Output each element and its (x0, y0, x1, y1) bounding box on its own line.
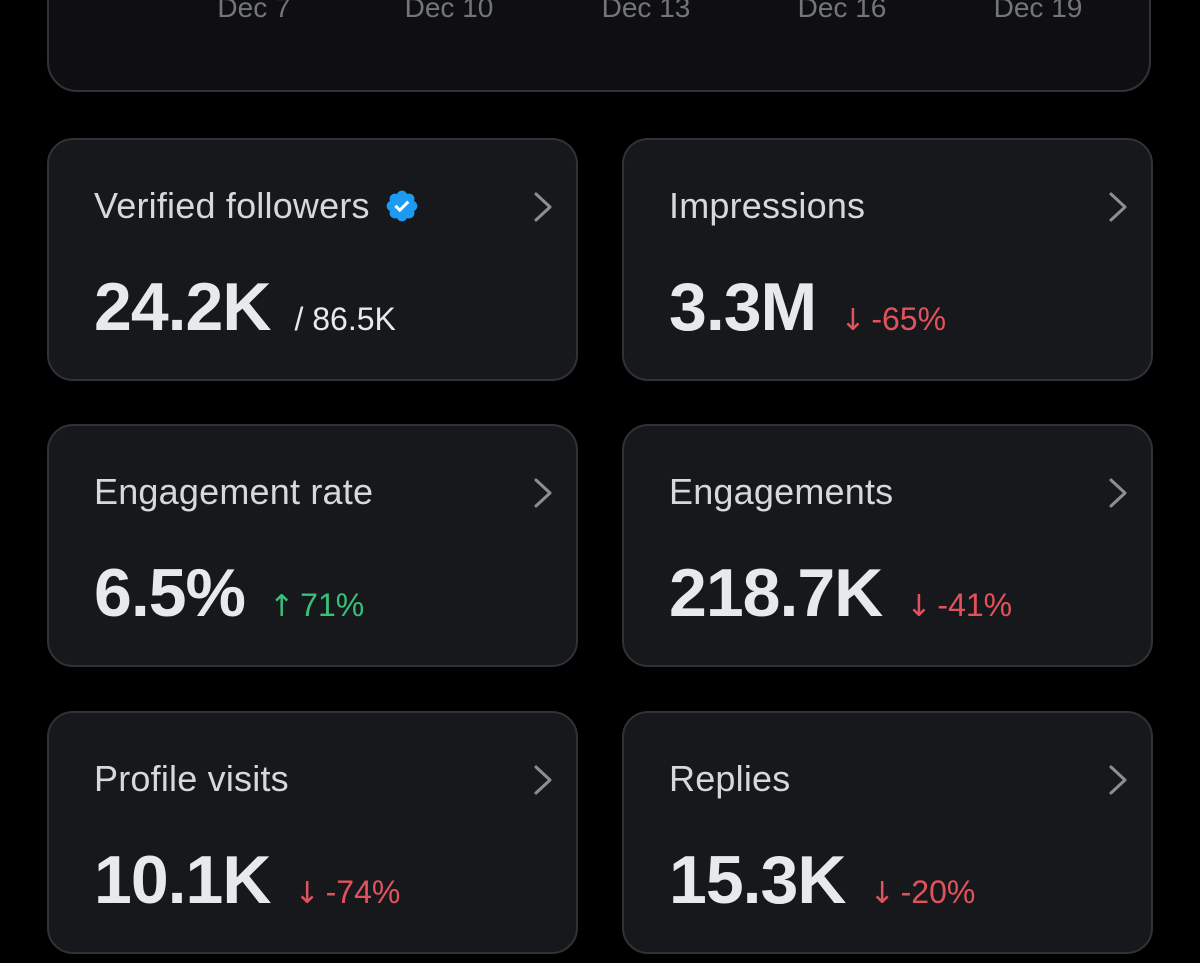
chevron-right-icon[interactable] (530, 190, 556, 224)
metric-value: 15.3K (669, 842, 846, 918)
chart-card: 0 Dec 7 Dec 10 Dec 13 Dec 16 Dec 19 (47, 0, 1151, 92)
chevron-right-icon[interactable] (1105, 763, 1131, 797)
metric-value: 3.3M (669, 269, 817, 345)
card-title: Engagement rate (94, 471, 374, 512)
metric-card-replies[interactable]: Replies 15.3K ↓ -20% (622, 711, 1153, 954)
metric-value: 10.1K (94, 842, 271, 918)
delta-value: -41% (937, 587, 1013, 623)
metric-card-verified-followers[interactable]: Verified followers 24.2K / 86.5K (47, 138, 578, 381)
value-row: 3.3M ↓ -65% (669, 268, 946, 346)
arrow-up-icon: ↑ (269, 589, 295, 624)
metric-value: 6.5% (94, 555, 246, 631)
trend-delta: ↓ -74% (294, 874, 400, 911)
card-title-row: Impressions (669, 185, 865, 227)
verified-badge-icon (386, 190, 418, 222)
chevron-right-icon[interactable] (530, 763, 556, 797)
arrow-down-icon: ↓ (869, 876, 895, 911)
arrow-down-icon: ↓ (906, 589, 932, 624)
card-title-row: Replies (669, 758, 790, 800)
trend-delta: ↓ -65% (840, 301, 946, 338)
value-row: 10.1K ↓ -74% (94, 841, 400, 919)
x-axis-tick: Dec 19 (993, 0, 1083, 23)
delta-value: -74% (325, 874, 401, 910)
metric-card-profile-visits[interactable]: Profile visits 10.1K ↓ -74% (47, 711, 578, 954)
card-title-row: Profile visits (94, 758, 289, 800)
delta-value: -20% (900, 874, 976, 910)
trend-delta: ↓ -41% (906, 587, 1012, 624)
chevron-right-icon[interactable] (1105, 190, 1131, 224)
value-row: 15.3K ↓ -20% (669, 841, 975, 919)
metric-card-engagement-rate[interactable]: Engagement rate 6.5% ↑ 71% (47, 424, 578, 667)
card-title: Verified followers (94, 185, 370, 226)
x-axis-tick: Dec 13 (601, 0, 691, 23)
trend-delta: ↓ -20% (869, 874, 975, 911)
metric-card-impressions[interactable]: Impressions 3.3M ↓ -65% (622, 138, 1153, 381)
delta-value: 71% (300, 587, 365, 623)
x-axis-tick: Dec 16 (797, 0, 887, 23)
card-title-row: Engagement rate (94, 471, 373, 513)
card-title-row: Verified followers (94, 185, 420, 227)
chevron-right-icon[interactable] (530, 476, 556, 510)
card-title-row: Engagements (669, 471, 893, 513)
card-title: Engagements (669, 471, 894, 512)
value-row: 6.5% ↑ 71% (94, 554, 364, 632)
x-axis-tick: Dec 7 (217, 0, 291, 23)
delta-value: -65% (871, 301, 947, 337)
value-row: 218.7K ↓ -41% (669, 554, 1012, 632)
x-axis-tick: Dec 10 (404, 0, 494, 23)
metric-value: 24.2K (94, 269, 271, 345)
card-title: Profile visits (94, 758, 289, 799)
card-title: Impressions (669, 185, 866, 226)
card-title: Replies (669, 758, 791, 799)
metric-card-engagements[interactable]: Engagements 218.7K ↓ -41% (622, 424, 1153, 667)
arrow-down-icon: ↓ (840, 303, 866, 338)
trend-delta: ↑ 71% (269, 587, 364, 624)
value-row: 24.2K / 86.5K (94, 268, 396, 346)
chevron-right-icon[interactable] (1105, 476, 1131, 510)
metric-total: / 86.5K (294, 301, 396, 337)
arrow-down-icon: ↓ (294, 876, 320, 911)
metric-value: 218.7K (669, 555, 883, 631)
